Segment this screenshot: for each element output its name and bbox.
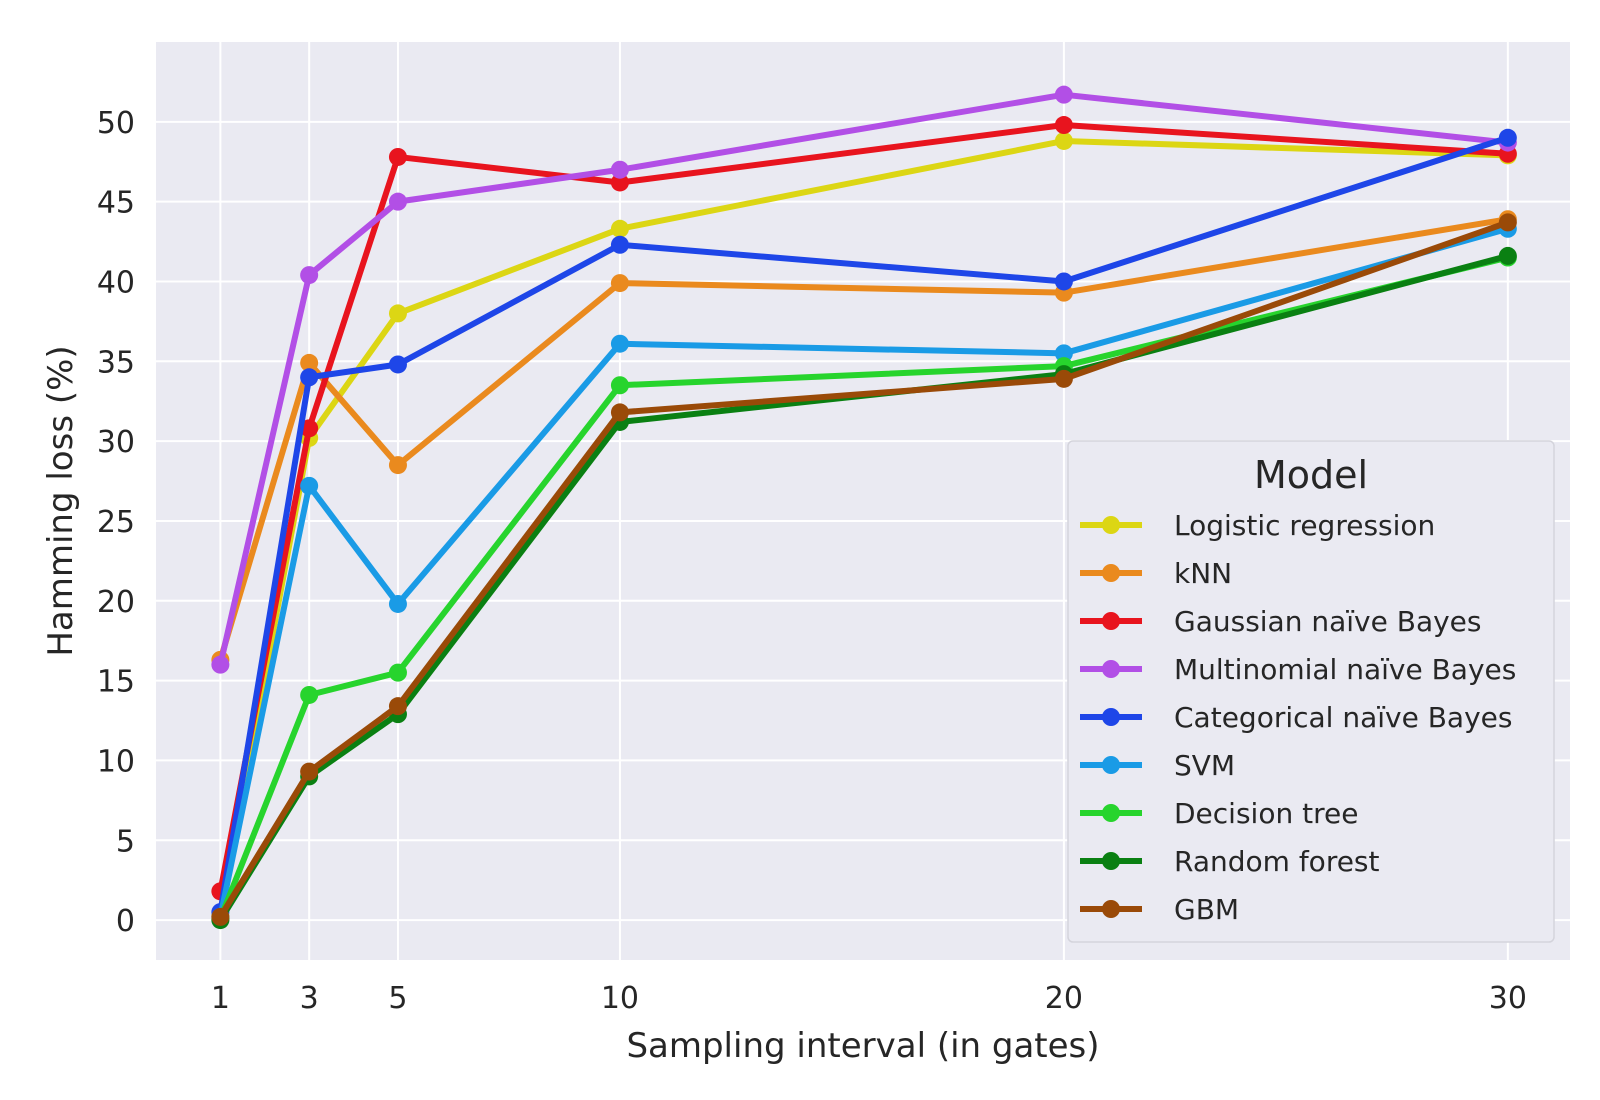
y-tick-label: 35 xyxy=(97,345,135,380)
data-point xyxy=(388,594,407,613)
legend-item: Gaussian naïve Bayes xyxy=(1080,605,1482,638)
data-point xyxy=(1498,246,1517,265)
legend-label: Multinomial naïve Bayes xyxy=(1174,653,1516,686)
legend-title: Model xyxy=(1254,453,1368,497)
x-tick-label: 5 xyxy=(388,981,407,1016)
legend-item: Decision tree xyxy=(1080,797,1358,830)
legend-label: Decision tree xyxy=(1174,797,1358,830)
legend-swatch-marker xyxy=(1102,756,1120,774)
legend-swatch-marker xyxy=(1102,564,1120,582)
y-tick-label: 0 xyxy=(116,904,135,939)
legend-label: Gaussian naïve Bayes xyxy=(1174,605,1482,638)
legend-swatch-marker xyxy=(1102,708,1120,726)
data-point xyxy=(211,655,230,674)
data-point xyxy=(300,353,319,372)
legend-label: GBM xyxy=(1174,893,1239,926)
data-point xyxy=(610,376,629,395)
series-line xyxy=(217,216,1511,663)
legend: Model Logistic regression kNN Gaussian naï… xyxy=(1067,440,1555,943)
data-point xyxy=(610,160,629,179)
data-point xyxy=(1498,128,1517,147)
data-point xyxy=(300,476,319,495)
legend-swatch-marker xyxy=(1102,612,1120,630)
series-line xyxy=(217,91,1511,668)
y-tick-label: 45 xyxy=(97,186,135,221)
data-point xyxy=(388,192,407,211)
legend-item: kNN xyxy=(1080,557,1232,590)
legend-swatch-marker xyxy=(1102,900,1120,918)
y-tick-label: 10 xyxy=(97,744,135,779)
data-point xyxy=(1054,85,1073,104)
data-point xyxy=(1498,213,1517,232)
data-point xyxy=(388,147,407,166)
y-tick-label: 20 xyxy=(97,585,135,620)
y-tick-label: 5 xyxy=(116,824,135,859)
y-tick-label: 40 xyxy=(97,265,135,300)
x-tick-label: 10 xyxy=(601,981,639,1016)
data-point xyxy=(300,368,319,387)
legend-swatch-marker xyxy=(1102,804,1120,822)
data-point xyxy=(388,663,407,682)
legend-label: kNN xyxy=(1174,557,1232,590)
y-tick-label: 15 xyxy=(97,665,135,700)
data-point xyxy=(211,907,230,926)
data-point xyxy=(388,304,407,323)
legend-items: Logistic regression kNN Gaussian naïve Bay… xyxy=(1080,509,1516,926)
legend-box xyxy=(1067,440,1555,943)
legend-item: Categorical naïve Bayes xyxy=(1080,701,1512,734)
legend-swatch-marker xyxy=(1102,852,1120,870)
series-line xyxy=(217,254,1511,922)
y-tick-label: 25 xyxy=(97,505,135,540)
legend-label: Categorical naïve Bayes xyxy=(1174,701,1512,734)
data-point xyxy=(1054,272,1073,291)
data-point xyxy=(610,173,629,192)
series-line xyxy=(217,225,1511,920)
legend-item: GBM xyxy=(1080,893,1239,926)
series-line xyxy=(217,122,1511,895)
data-point xyxy=(1054,131,1073,150)
data-point xyxy=(300,266,319,285)
x-tick-label: 30 xyxy=(1489,981,1527,1016)
data-point xyxy=(388,355,407,374)
data-point xyxy=(610,274,629,293)
x-tick-label: 20 xyxy=(1045,981,1083,1016)
data-point xyxy=(1054,116,1073,135)
y-axis-title: Hamming loss (%) xyxy=(41,345,81,656)
data-point xyxy=(610,334,629,353)
data-point xyxy=(1054,369,1073,388)
data-point xyxy=(388,697,407,716)
legend-item: Random forest xyxy=(1080,845,1380,878)
data-point xyxy=(300,685,319,704)
y-tick-label: 30 xyxy=(97,425,135,460)
data-point xyxy=(610,403,629,422)
data-point xyxy=(300,419,319,438)
legend-label: SVM xyxy=(1174,749,1235,782)
legend-item: SVM xyxy=(1080,749,1235,782)
data-point xyxy=(300,762,319,781)
x-tick-label: 1 xyxy=(211,981,230,1016)
y-tick-label: 50 xyxy=(97,106,135,141)
legend-item: Multinomial naïve Bayes xyxy=(1080,653,1516,686)
legend-swatch-marker xyxy=(1102,660,1120,678)
data-point xyxy=(610,219,629,238)
series-8 xyxy=(211,213,1517,926)
legend-label: Random forest xyxy=(1174,845,1380,878)
data-point xyxy=(388,456,407,475)
data-point xyxy=(1054,344,1073,363)
series-layer xyxy=(211,85,1517,930)
series-3 xyxy=(211,85,1517,674)
x-tick-label: 3 xyxy=(300,981,319,1016)
legend-label: Logistic regression xyxy=(1174,509,1435,542)
data-point xyxy=(610,235,629,254)
legend-swatch-marker xyxy=(1102,516,1120,534)
series-line xyxy=(217,219,1511,920)
legend-item: Logistic regression xyxy=(1080,509,1435,542)
x-axis-title: Sampling interval (in gates) xyxy=(626,1026,1099,1066)
series-line xyxy=(217,134,1511,916)
